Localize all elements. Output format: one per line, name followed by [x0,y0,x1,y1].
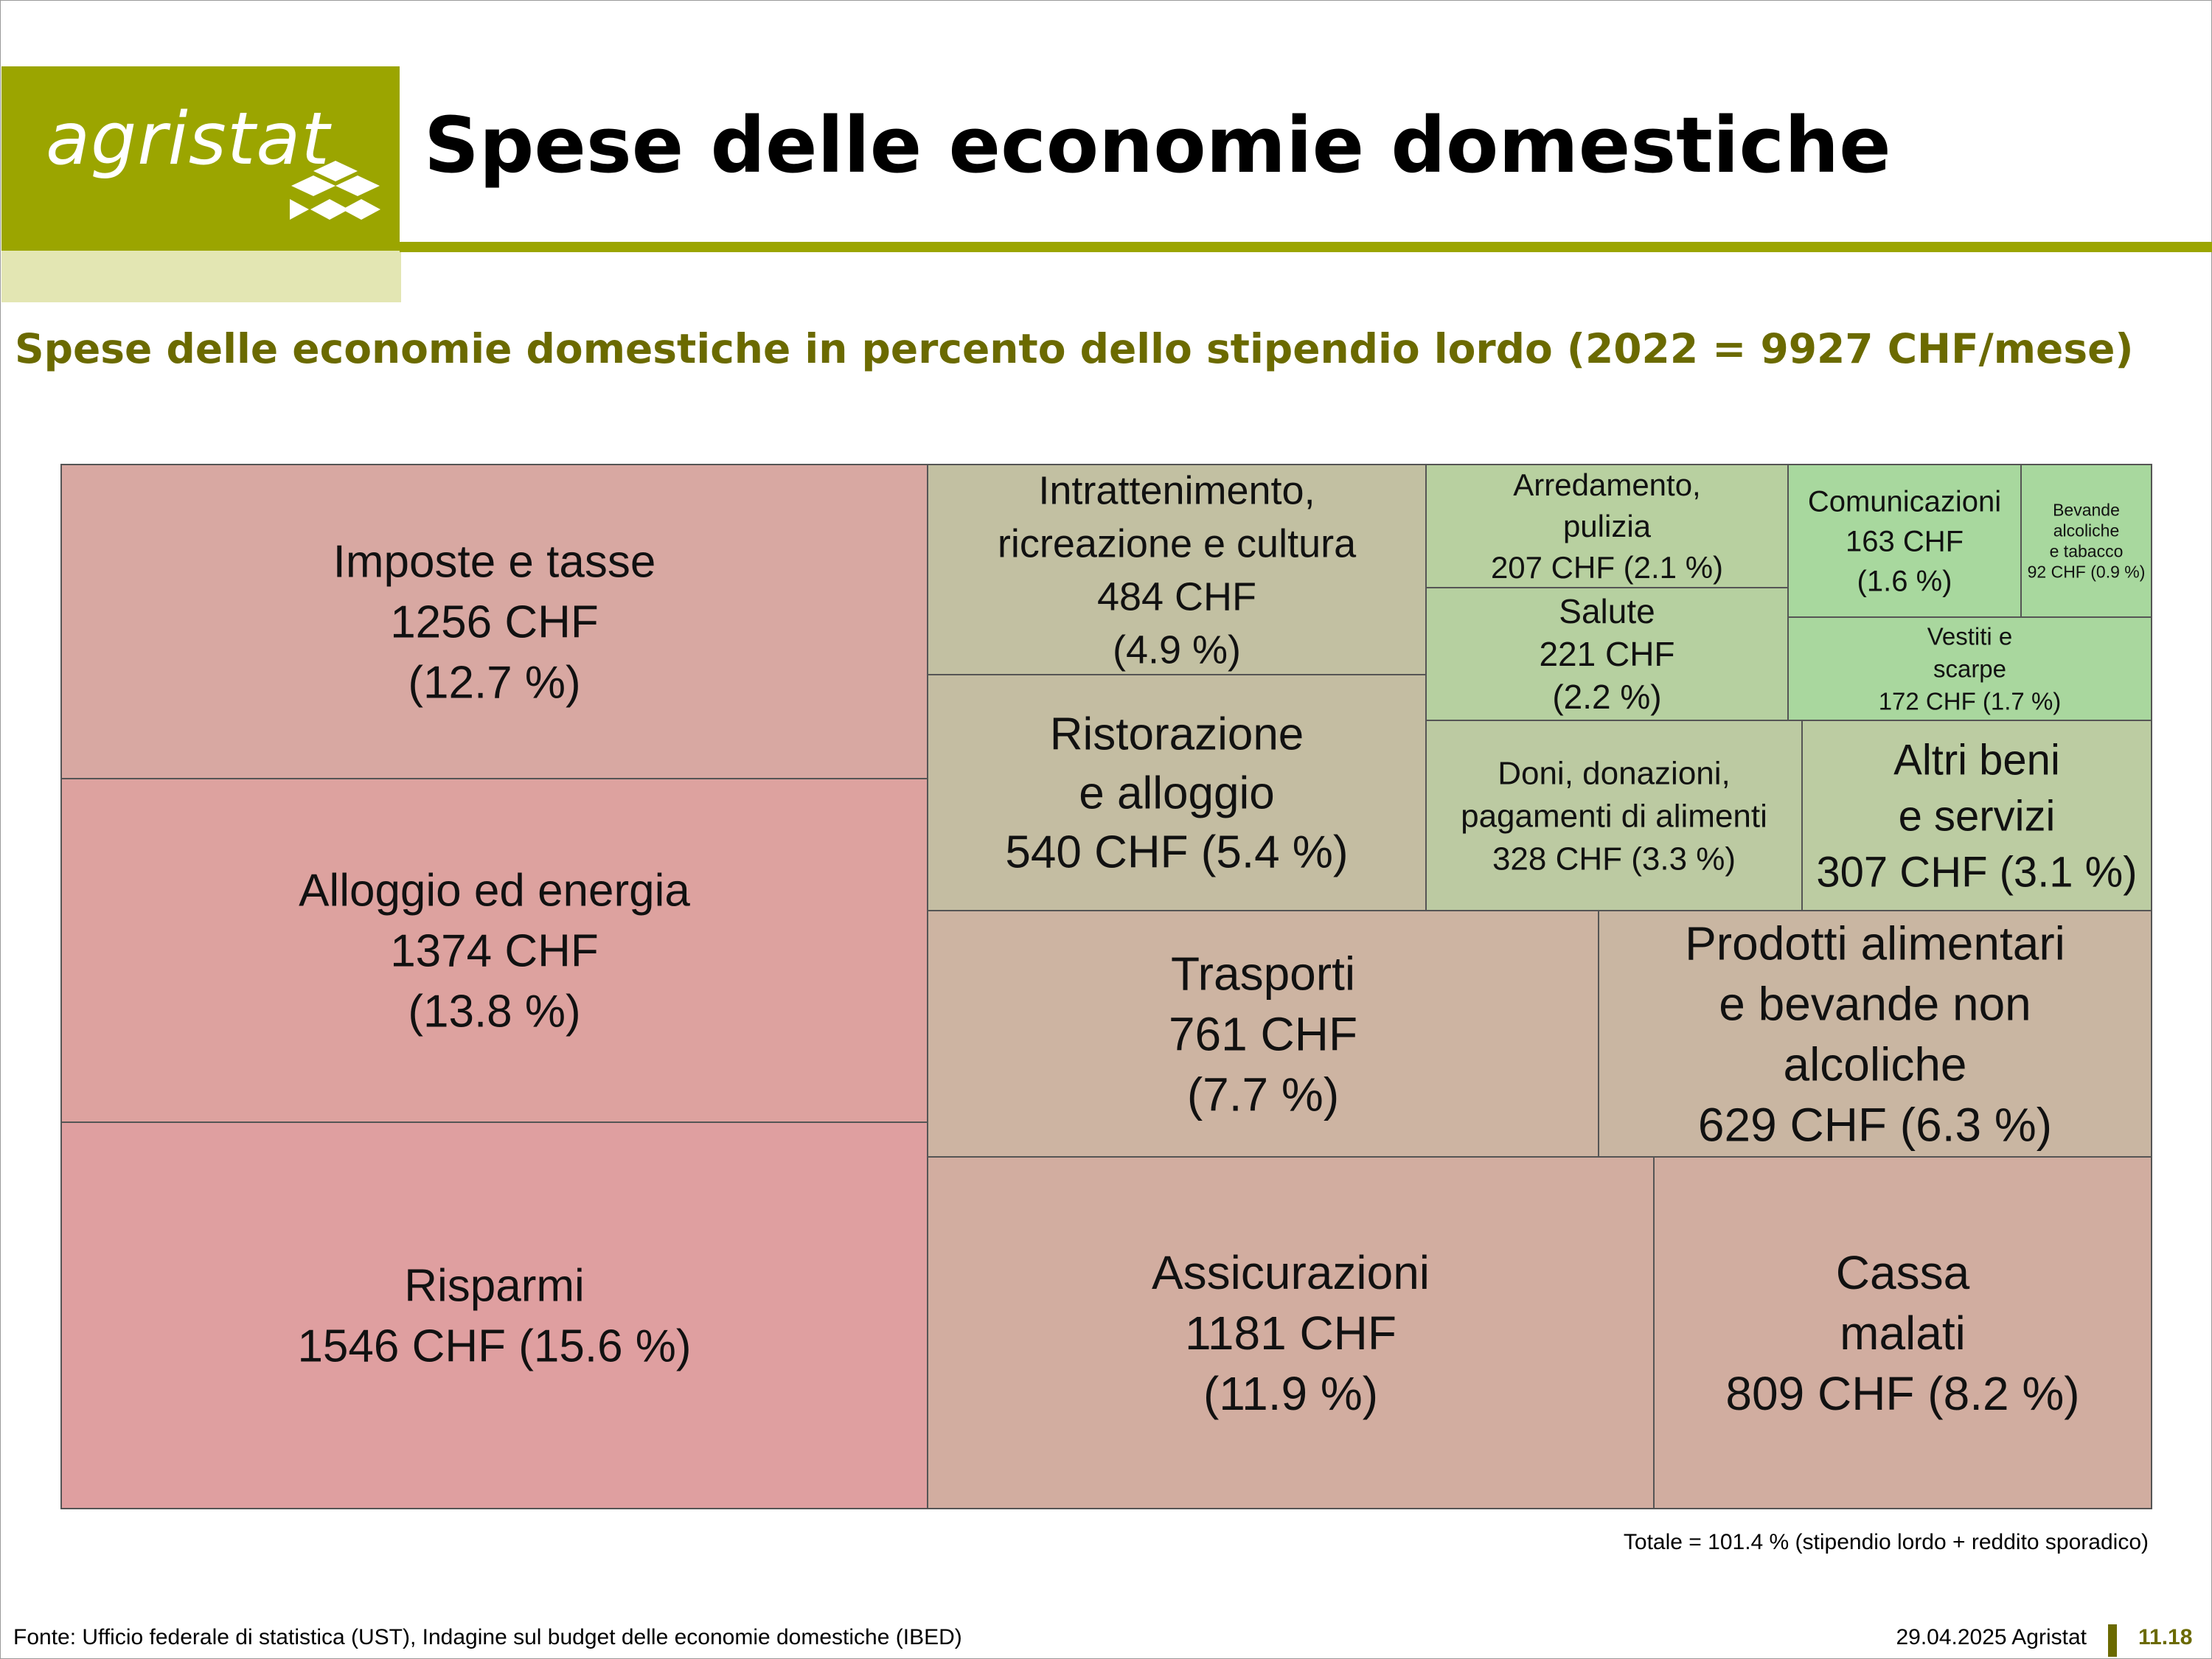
treemap-label-bevande-alcoliche-e-tabacco-line-4: 92 CHF (0.9 %) [2028,563,2146,582]
treemap-label-intrattenimento-ricreazione-e-cultura-line-1: Intrattenimento, [1038,468,1315,512]
footer-date: 29.04.2025 Agristat [1896,1625,2087,1649]
treemap-cell-trasporti: Trasporti 761 CHF (7.7 %) [927,910,1599,1158]
treemap-cell-alloggio-ed-energia: Alloggio ed energia 1374 CHF (13.8 %) [60,778,928,1123]
treemap-label-cassa-malati-line-1: Cassa [1836,1246,1970,1299]
logo-panel [1,66,400,251]
treemap-rect-prodotti-alimentari-e-bevande-non-alcoliche [1598,910,2152,1158]
title-underline [400,242,2212,252]
treemap-label-doni-donazioni-pagamenti-di-alimenti-line-1: Doni, donazioni, [1498,755,1731,791]
treemap-label-doni-donazioni-pagamenti-di-alimenti-line-3: 328 CHF (3.3 %) [1492,841,1736,877]
treemap-rect-cassa-malati [1653,1156,2152,1509]
treemap-label-bevande-alcoliche-e-tabacco-line-2: alcoliche [2053,521,2120,540]
treemap-rect-comunicazioni [1787,464,2022,618]
treemap-rect-bevande-alcoliche-e-tabacco [2020,464,2152,618]
treemap-label-arredamento-pulizia-line-2: pulizia [1563,509,1652,543]
treemap-label-ristorazione-e-alloggio-line-2: e alloggio [1079,768,1274,819]
agristat-logo-text: agristat [46,97,330,181]
treemap-rect-imposte-e-tasse [60,464,928,779]
treemap-label-imposte-e-tasse-line-2: 1256 CHF [390,597,599,648]
treemap-label-imposte-e-tasse-line-3: (12.7 %) [408,658,580,709]
treemap-label-prodotti-alimentari-e-bevande-non-alcoliche-line-4: 629 CHF (6.3 %) [1698,1098,2052,1151]
treemap-label-vestiti-e-scarpe-line-3: 172 CHF (1.7 %) [1879,688,2062,715]
treemap-label-altri-beni-e-servizi-line-3: 307 CHF (3.1 %) [1816,848,2137,896]
treemap-label-risparmi-line-1: Risparmi [404,1261,585,1312]
treemap-rect-doni-donazioni-pagamenti-di-alimenti [1425,720,1803,911]
treemap-label-prodotti-alimentari-e-bevande-non-alcoliche-line-1: Prodotti alimentari [1685,917,2065,970]
treemap-label-ristorazione-e-alloggio-line-1: Ristorazione [1050,709,1304,760]
treemap-label-intrattenimento-ricreazione-e-cultura-line-4: (4.9 %) [1113,627,1241,672]
treemap-label-ristorazione-e-alloggio-line-3: 540 CHF (5.4 %) [1005,827,1348,878]
treemap-outline [60,464,2152,1509]
treemap-cell-salute: Salute 221 CHF (2.2 %) [1425,587,1789,721]
treemap-label-trasporti-line-1: Trasporti [1171,947,1355,1000]
treemap-label-alloggio-ed-energia-line-1: Alloggio ed energia [299,866,690,917]
treemap-label-arredamento-pulizia-line-3: 207 CHF (2.1 %) [1491,550,1723,585]
treemap-label-salute-line-3: (2.2 %) [1552,678,1661,716]
treemap-label-intrattenimento-ricreazione-e-cultura-line-2: ricreazione e cultura [998,521,1357,566]
treemap-cell-doni-donazioni-pagamenti-di-alimenti: Doni, donazioni, pagamenti di alimenti 328… [1425,720,1803,911]
treemap-label-doni-donazioni-pagamenti-di-alimenti-line-2: pagamenti di alimenti [1461,798,1767,834]
treemap-label-cassa-malati-line-3: 809 CHF (8.2 %) [1725,1367,2079,1420]
treemap-cell-arredamento-pulizia: Arredamento, pulizia 207 CHF (2.1 %) [1425,464,1789,588]
treemap-label-assicurazioni-line-1: Assicurazioni [1152,1246,1430,1299]
treemap-cell-cassa-malati: Cassa malati 809 CHF (8.2 %) [1653,1156,2152,1509]
treemap-rect-vestiti-e-scarpe [1787,616,2152,721]
source-footnote: Fonte: Ufficio federale di statistica (U… [13,1625,962,1649]
treemap-label-altri-beni-e-servizi-line-2: e servizi [1899,792,2056,840]
treemap-rect-trasporti [927,910,1599,1158]
treemap-label-salute-line-1: Salute [1559,592,1655,630]
chart-title: Spese delle economie domestiche in perce… [15,325,2134,372]
total-note: Totale = 101.4 % (stipendio lordo + redd… [1623,1530,2149,1554]
treemap-rect-intrattenimento-ricreazione-e-cultura [927,464,1427,675]
treemap-rect-ristorazione-e-alloggio [927,674,1427,911]
treemap-label-comunicazioni-line-1: Comunicazioni [1808,486,2001,518]
treemap-label-alloggio-ed-energia-line-2: 1374 CHF [390,926,599,977]
agristat-logo-icon [290,161,380,220]
treemap-label-trasporti-line-2: 761 CHF [1169,1007,1357,1060]
treemap-label-trasporti-line-3: (7.7 %) [1187,1068,1339,1121]
logo-accent-band [1,251,401,302]
treemap-cell-vestiti-e-scarpe: Vestiti e scarpe 172 CHF (1.7 %) [1787,616,2152,721]
treemap-label-arredamento-pulizia-line-1: Arredamento, [1513,467,1700,502]
treemap-label-altri-beni-e-servizi-line-1: Altri beni [1893,736,2060,784]
treemap-rect-salute [1425,587,1789,721]
treemap-label-cassa-malati-line-2: malati [1840,1307,1966,1360]
treemap-label-assicurazioni-line-2: 1181 CHF [1185,1307,1397,1360]
treemap-rect-arredamento-pulizia [1425,464,1789,588]
treemap-label-prodotti-alimentari-e-bevande-non-alcoliche-line-3: alcoliche [1783,1037,1966,1091]
treemap-cell-assicurazioni: Assicurazioni 1181 CHF (11.9 %) [927,1156,1655,1509]
treemap-cell-ristorazione-e-alloggio: Ristorazione e alloggio 540 CHF (5.4 %) [927,674,1427,911]
page-number: 11.18 [2138,1625,2193,1649]
treemap-cell-altri-beni-e-servizi: Altri beni e servizi 307 CHF (3.1 %) [1801,720,2152,911]
treemap-cell-imposte-e-tasse: Imposte e tasse 1256 CHF (12.7 %) [60,464,928,779]
treemap-cell-prodotti-alimentari-e-bevande-non-alcoliche: Prodotti alimentari e bevande non alcolich… [1598,910,2152,1158]
treemap-label-alloggio-ed-energia-line-3: (13.8 %) [408,987,580,1037]
treemap-rect-alloggio-ed-energia [60,778,928,1123]
treemap-label-intrattenimento-ricreazione-e-cultura-line-3: 484 CHF [1097,574,1256,619]
treemap-cell-risparmi: Risparmi 1546 CHF (15.6 %) [60,1121,928,1509]
treemap-label-vestiti-e-scarpe-line-1: Vestiti e [1927,623,2013,650]
treemap-label-risparmi-line-2: 1546 CHF (15.6 %) [297,1321,691,1372]
treemap-label-imposte-e-tasse-line-1: Imposte e tasse [333,537,656,588]
treemap-label-bevande-alcoliche-e-tabacco-line-1: Bevande [2053,501,2120,520]
treemap-label-comunicazioni-line-2: 163 CHF [1846,526,1964,558]
treemap-label-comunicazioni-line-3: (1.6 %) [1857,566,1952,598]
treemap-cell-intrattenimento-ricreazione-e-cultura: Intrattenimento, ricreazione e cultura 484… [927,464,1427,675]
page-number-bar [2108,1624,2117,1657]
treemap-label-assicurazioni-line-3: (11.9 %) [1203,1367,1378,1420]
treemap-rect-altri-beni-e-servizi [1801,720,2152,911]
treemap-label-bevande-alcoliche-e-tabacco-line-3: e tabacco [2050,542,2124,561]
treemap-label-prodotti-alimentari-e-bevande-non-alcoliche-line-2: e bevande non [1719,977,2031,1030]
treemap-cell-comunicazioni: Comunicazioni 163 CHF (1.6 %) [1787,464,2022,618]
treemap-label-vestiti-e-scarpe-line-2: scarpe [1933,655,2006,683]
treemap-label-salute-line-2: 221 CHF [1539,635,1674,673]
page-title: Spese delle economie domestiche [424,100,1891,190]
treemap-rect-risparmi [60,1121,928,1509]
